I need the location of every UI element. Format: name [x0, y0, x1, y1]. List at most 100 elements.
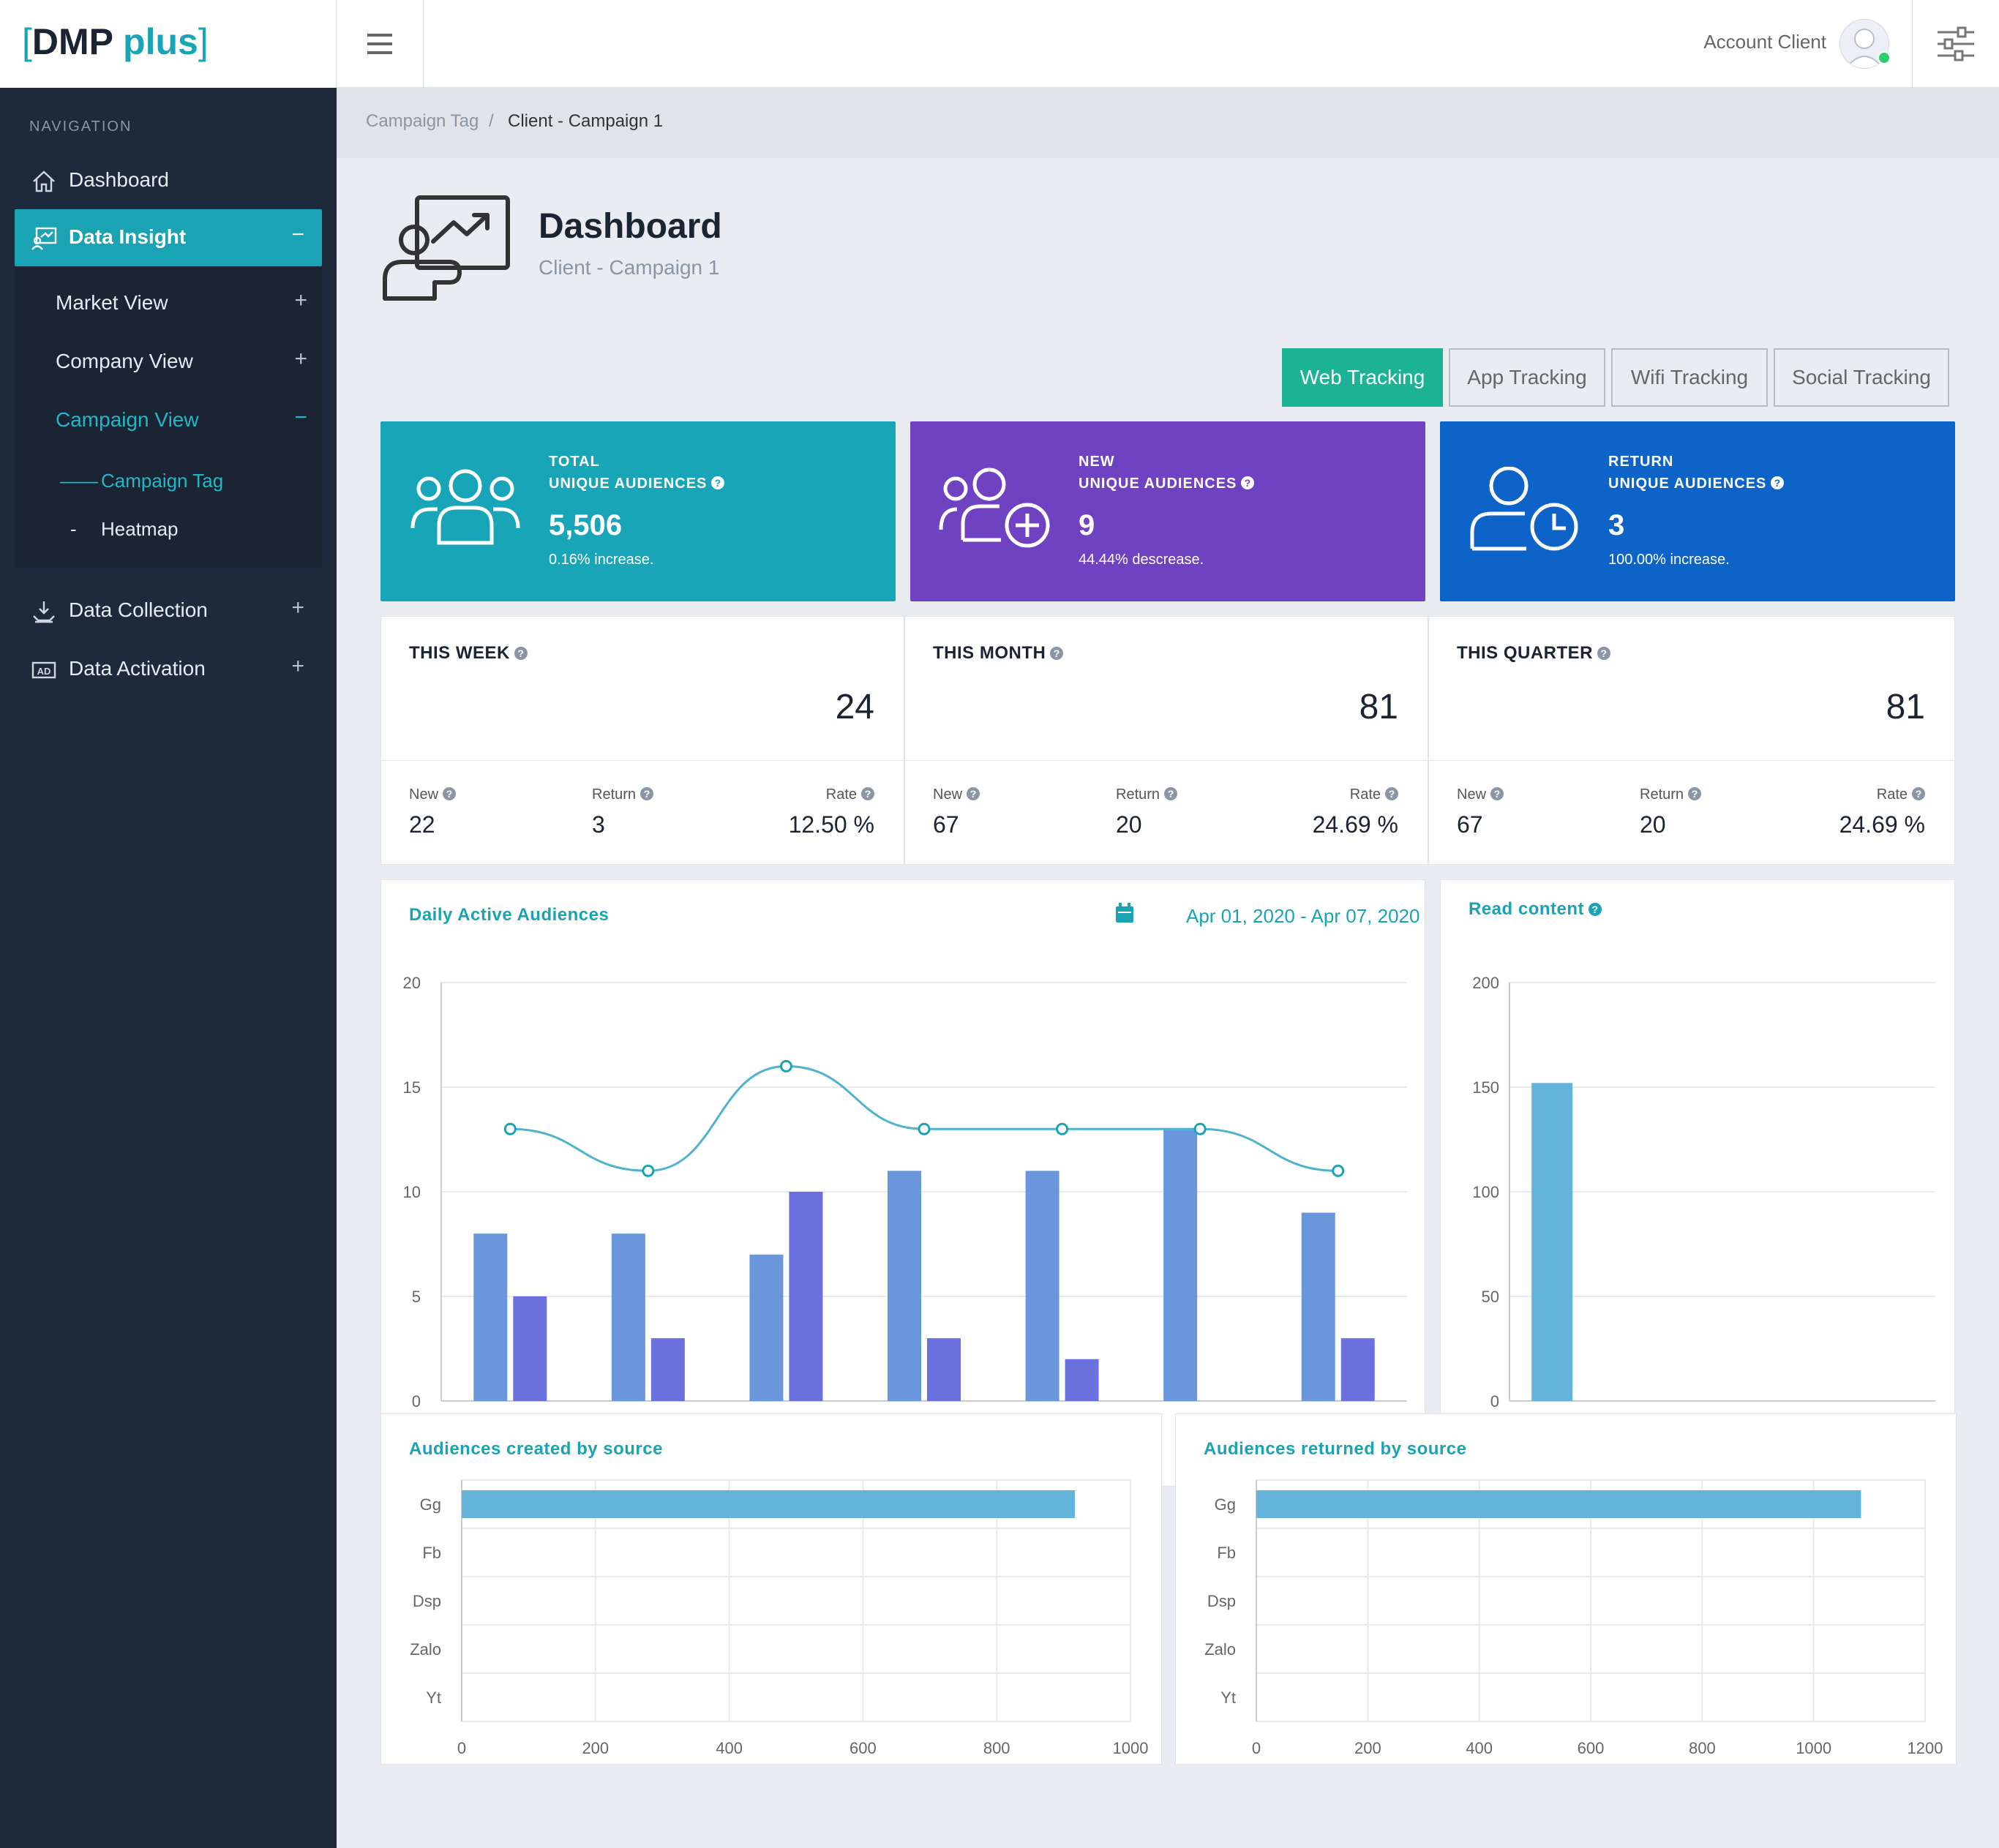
expand-toggle[interactable]: + [291, 654, 304, 678]
card-title-text: Read content [1469, 899, 1585, 919]
y-tick-label: 0 [1490, 1392, 1499, 1411]
sliders-icon [1938, 26, 1974, 61]
bullet-marker: - [70, 518, 77, 540]
metric-label-text: Rate [1349, 786, 1381, 803]
y-tick-label: 100 [1472, 1183, 1499, 1201]
help-icon[interactable]: ? [711, 476, 725, 489]
help-icon[interactable]: ? [514, 647, 528, 660]
period-title-text: THIS WEEK [409, 643, 510, 663]
line-point [1332, 1164, 1345, 1177]
returned-by-source-chart: 0 200 400 600 800 1000 1200 Gg Fb Dsp Zalo Yt [1204, 1479, 1943, 1757]
y-tick-label: Fb [1217, 1544, 1236, 1562]
help-icon[interactable]: ? [1385, 787, 1398, 800]
sidebar-item-heatmap[interactable]: Heatmap [101, 518, 179, 540]
stat-label-text: UNIQUE AUDIENCES [1608, 476, 1767, 492]
sidebar-item-label: Data Collection [69, 598, 208, 621]
period-title: THIS QUARTER? [1457, 643, 1610, 664]
collapse-toggle[interactable]: − [294, 405, 307, 429]
settings-button[interactable] [1912, 0, 1999, 88]
logo[interactable]: [DMP plus] [22, 20, 209, 63]
metric-label-text: New [409, 786, 439, 803]
logo-suffix: plus [123, 21, 198, 62]
help-icon[interactable]: ? [1597, 647, 1610, 660]
read-content-card: Read content? 05010015020000->250->500->… [1440, 879, 1955, 1487]
metric-label: Return? [592, 786, 654, 803]
metric-label-text: Return [1116, 786, 1160, 803]
read-content-chart: 05010015020000->250->500->750->100 [1472, 974, 1935, 1431]
bar-series-2 [1065, 1359, 1099, 1401]
x-tick-label: 1200 [1908, 1739, 1943, 1757]
metric-label-text: New [933, 786, 963, 803]
help-icon[interactable]: ? [861, 787, 874, 800]
hamburger-icon [367, 51, 392, 54]
topbar: Account Client [337, 0, 1999, 88]
expand-toggle[interactable]: + [291, 596, 304, 620]
sidebar-item-campaign-view[interactable]: Campaign View − [56, 405, 307, 432]
stat-label: UNIQUE AUDIENCES? [1079, 476, 1255, 492]
tab-web-tracking[interactable]: Web Tracking [1282, 348, 1443, 407]
sidebar-item-market-view[interactable]: Market View + [56, 288, 307, 315]
y-tick-label: Yt [426, 1689, 441, 1707]
metric-label: Rate? [1877, 786, 1925, 803]
line-point [918, 1122, 931, 1135]
help-icon[interactable]: ? [1490, 787, 1504, 800]
period-title: THIS MONTH? [933, 643, 1064, 664]
ad-icon: AD [31, 661, 56, 679]
tab-wifi-tracking[interactable]: Wifi Tracking [1611, 348, 1768, 407]
date-range-picker[interactable]: Apr 01, 2020 - Apr 07, 2020 [1186, 905, 1420, 927]
period-total: 81 [1886, 688, 1925, 726]
x-tick-label: 600 [850, 1739, 877, 1757]
help-icon[interactable]: ? [1589, 903, 1602, 916]
sidebar-item-data-insight[interactable]: Data Insight − [15, 209, 322, 266]
sidebar-item-data-collection[interactable]: Data Collection + [15, 582, 322, 639]
metric-label: New? [409, 786, 457, 803]
svg-text:AD: AD [37, 666, 51, 677]
y-tick-label: 20 [403, 974, 421, 992]
collapse-toggle[interactable]: − [291, 222, 304, 247]
help-icon[interactable]: ? [640, 787, 654, 800]
help-icon[interactable]: ? [967, 787, 980, 800]
sidebar-item-label: Data Insight [69, 225, 187, 248]
calendar-icon[interactable] [1114, 902, 1135, 924]
metric-label: Rate? [826, 786, 874, 803]
period-total: 24 [835, 688, 874, 726]
collection-icon [33, 601, 55, 623]
sidebar-item-dashboard[interactable]: Dashboard [15, 152, 322, 209]
main-content: Campaign Tag / Client - Campaign 1 Dashb… [337, 88, 1999, 1848]
stat-change: 0.16% increase. [549, 552, 654, 568]
menu-toggle-button[interactable] [337, 0, 424, 88]
y-tick-label: Gg [420, 1495, 441, 1514]
sidebar-item-label: Campaign View [56, 408, 199, 431]
breadcrumb-current: Client - Campaign 1 [508, 111, 664, 131]
metric-new: 67 [1457, 811, 1483, 838]
account-name[interactable]: Account Client [1703, 31, 1826, 53]
sidebar-item-campaign-tag[interactable]: Campaign Tag [101, 470, 224, 492]
help-icon[interactable]: ? [1241, 476, 1255, 489]
expand-toggle[interactable]: + [294, 288, 307, 312]
tab-social-tracking[interactable]: Social Tracking [1774, 348, 1949, 407]
stat-label-text: UNIQUE AUDIENCES [1079, 476, 1237, 492]
y-tick-label: 200 [1472, 974, 1499, 992]
x-tick-label: 0 [457, 1739, 466, 1757]
line-point [779, 1059, 792, 1073]
help-icon[interactable]: ? [1164, 787, 1178, 800]
x-tick-label: 1000 [1796, 1739, 1831, 1757]
sidebar-submenu [15, 268, 322, 568]
breadcrumb: Campaign Tag / Client - Campaign 1 [337, 88, 1999, 158]
sidebar-item-data-activation[interactable]: AD Data Activation + [15, 641, 322, 698]
metric-new: 22 [409, 811, 435, 838]
help-icon[interactable]: ? [1688, 787, 1702, 800]
sidebar: NAVIGATION Dashboard Data Insight − Mark… [0, 0, 337, 1848]
breadcrumb-link[interactable]: Campaign Tag [366, 111, 479, 131]
sidebar-item-company-view[interactable]: Company View + [56, 347, 307, 373]
online-status-dot [1878, 51, 1891, 64]
period-title: THIS WEEK? [409, 643, 528, 664]
tab-app-tracking[interactable]: App Tracking [1449, 348, 1605, 407]
expand-toggle[interactable]: + [294, 347, 307, 371]
y-tick-label: 10 [403, 1183, 421, 1201]
help-icon[interactable]: ? [443, 787, 457, 800]
help-icon[interactable]: ? [1912, 787, 1925, 800]
logo-bracket: ] [198, 21, 209, 62]
help-icon[interactable]: ? [1050, 647, 1064, 660]
help-icon[interactable]: ? [1771, 476, 1785, 489]
